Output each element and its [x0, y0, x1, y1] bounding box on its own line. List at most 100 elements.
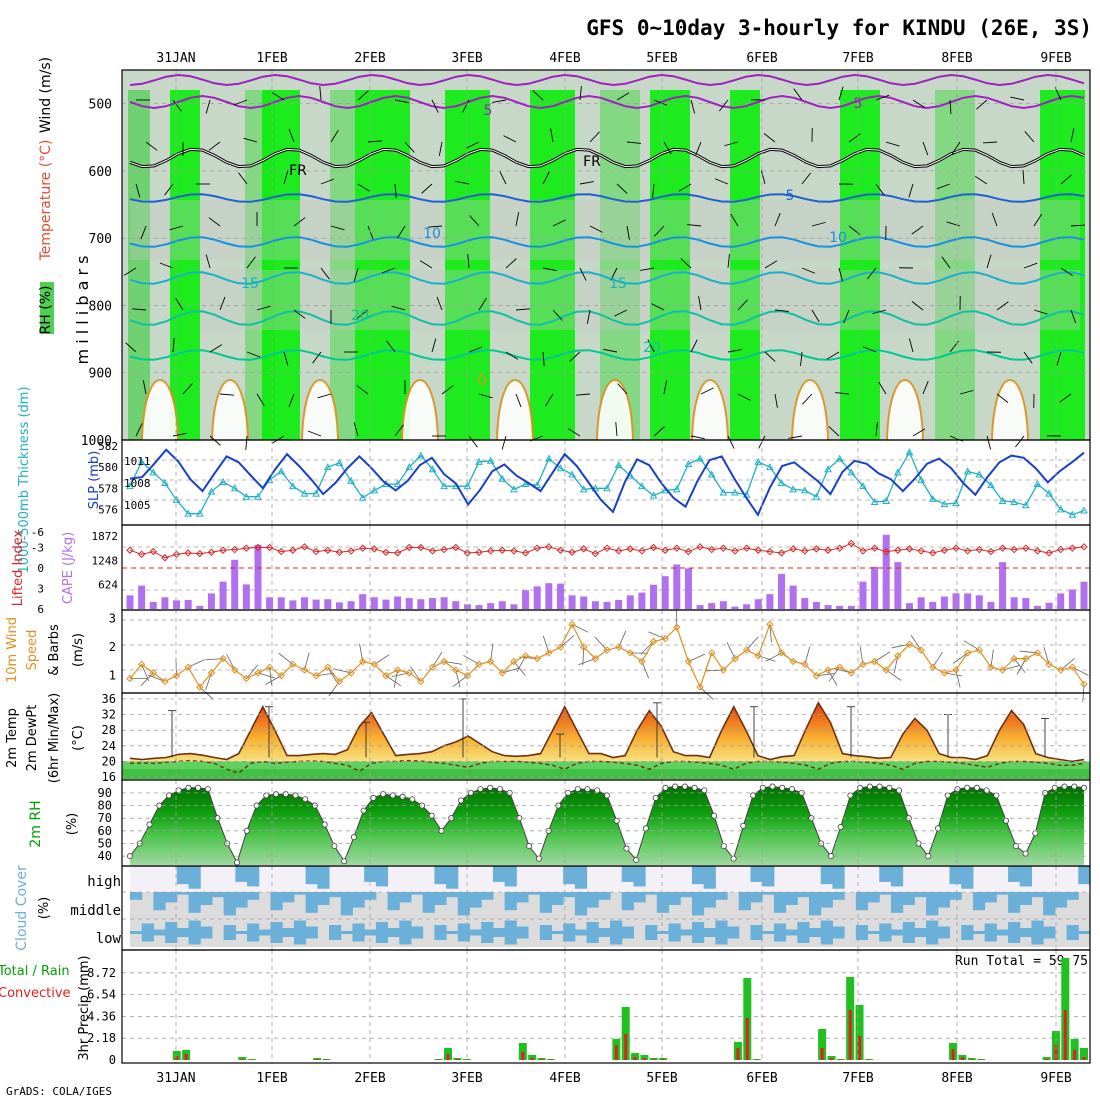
wind-barb	[135, 183, 141, 198]
wind10-marker	[545, 649, 553, 657]
thickness-marker	[405, 463, 414, 471]
cloud-middle-cell	[387, 892, 400, 911]
wind-barb	[640, 267, 655, 271]
wind-barb	[616, 183, 628, 194]
cape-bar	[940, 596, 948, 609]
wind10-marker	[998, 666, 1007, 674]
wind-barb	[123, 267, 137, 276]
thickness-marker	[195, 509, 204, 517]
cloud-low-cell	[785, 929, 798, 936]
cloud-middle-cell	[364, 892, 377, 900]
cloud-low-cell	[270, 922, 283, 943]
li-marker	[1080, 543, 1088, 551]
wind10-marker	[324, 663, 332, 671]
rh2m-marker	[720, 843, 727, 850]
cloud-high-cell	[305, 866, 318, 885]
wind10-marker	[428, 663, 437, 671]
date-label-top: 7FEB	[842, 51, 873, 66]
wind10-barb	[963, 640, 980, 651]
rh2m-marker	[604, 792, 611, 799]
li-marker	[661, 546, 669, 554]
cape-bar	[219, 581, 227, 609]
wind-barb	[986, 254, 992, 269]
cloud-low-cell	[457, 923, 471, 942]
cloud-low-cell	[926, 920, 939, 945]
cloud-low-cell	[387, 928, 400, 937]
wind10-barb	[188, 659, 205, 668]
li-marker	[219, 546, 227, 554]
cloud-row-label: high	[87, 874, 121, 890]
wind-barb	[256, 305, 271, 311]
thickness-marker	[475, 457, 483, 465]
wind10-marker	[521, 652, 530, 660]
wind-barb	[875, 422, 878, 437]
wind10-marker	[405, 669, 413, 677]
cloud-high-cell	[621, 866, 634, 882]
rh2m-marker	[204, 786, 211, 793]
li-marker	[789, 545, 797, 553]
cloud-middle-cell	[399, 892, 412, 903]
cloud-high-cell	[563, 866, 576, 885]
cloud-low-cell	[727, 926, 740, 939]
thickness-marker	[428, 465, 437, 473]
rh2m-marker	[146, 821, 153, 828]
cloud-middle-cell	[949, 892, 962, 900]
li-marker	[812, 545, 821, 553]
cape-bar	[1068, 589, 1076, 609]
cape-bar	[847, 605, 855, 609]
rh2m-tick-label: 40	[98, 849, 112, 863]
rh2m-marker	[740, 822, 747, 829]
wind10-marker	[777, 649, 786, 657]
wind-barb	[205, 99, 211, 114]
thickness-tick-label: 580	[98, 461, 118, 474]
thickness-marker	[335, 458, 344, 466]
rh2m-marker	[993, 792, 1000, 799]
wind10-marker	[719, 666, 728, 674]
millibars-label: m i l l i b a r s	[73, 256, 92, 365]
li-marker	[766, 547, 774, 556]
precip-total-label: Total / Rain	[0, 964, 70, 979]
cloud-middle-cell	[282, 892, 295, 903]
wind-barb	[652, 183, 655, 198]
pressure-tick-label: 700	[89, 232, 112, 247]
cloud-high-cell	[434, 866, 447, 885]
li-marker	[137, 550, 146, 559]
cape-bar	[231, 559, 239, 609]
wind-barb	[687, 224, 702, 227]
precip-conv-bar	[184, 1054, 188, 1060]
rh-column	[840, 90, 880, 440]
thickness-marker	[393, 480, 402, 488]
wind10-marker	[440, 657, 448, 666]
wind-barb	[579, 86, 582, 101]
precip-conv-bar	[250, 1059, 254, 1060]
wind10-marker	[358, 657, 367, 666]
cloud-middle-cell	[481, 892, 494, 900]
thickness-marker	[1080, 506, 1088, 514]
wind-barb	[357, 90, 369, 101]
cloud-high-bg	[130, 866, 1090, 891]
cloud-low-cell	[200, 926, 213, 939]
precip-conv-bar	[829, 1058, 833, 1060]
rh2m-marker	[681, 783, 688, 790]
cape-bar	[510, 604, 518, 609]
cape-bar	[452, 601, 460, 609]
cloud-middle-cell	[1019, 892, 1032, 905]
rh2m-marker	[195, 784, 202, 791]
wind-barb	[1056, 351, 1062, 366]
thickness-marker	[638, 482, 646, 490]
dewpt-fill-dark	[122, 769, 1090, 779]
wind-barb	[357, 183, 371, 192]
li-marker	[707, 545, 716, 554]
precip-conv-bar	[839, 1059, 843, 1060]
surface-warm-contour	[991, 379, 1029, 441]
rh2m-marker	[1081, 784, 1088, 791]
wind-barb	[959, 389, 974, 395]
wind10-barb	[1013, 658, 1026, 674]
wind10-barb	[542, 635, 550, 654]
rh2m-marker	[769, 783, 776, 790]
wind-barb	[246, 351, 261, 358]
cape-bar	[347, 601, 355, 609]
wind-barb	[391, 305, 406, 311]
cape-bar	[882, 534, 890, 609]
cape-bar	[894, 562, 902, 609]
